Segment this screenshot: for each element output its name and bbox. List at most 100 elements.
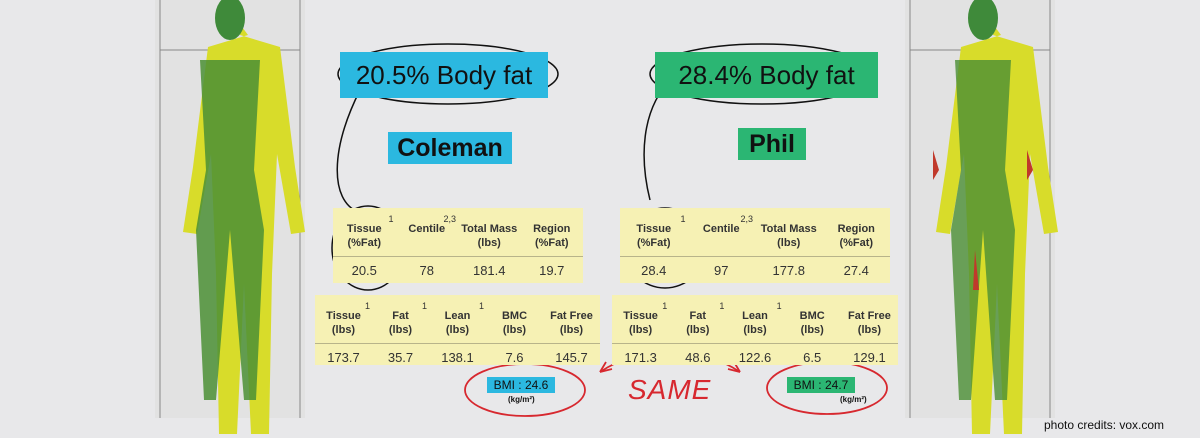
header-line: Total Mass: [760, 223, 817, 235]
header-line: Lean: [444, 310, 471, 322]
footnote: 1: [478, 301, 484, 311]
headline: 20.5% Body fat: [340, 52, 548, 98]
cell: 145.7: [555, 350, 588, 365]
header-line: (%Fat): [347, 237, 382, 249]
cell: 138.1: [441, 350, 474, 365]
header-line: (lbs): [743, 324, 767, 336]
header-line: BMC: [799, 310, 825, 322]
table-header: Tissue (%Fat) 1 Centile 2,3 Total Mass (lbs) Re…: [333, 208, 583, 250]
bmi: BMI : 24.6: [487, 377, 555, 393]
footnote: 2,3: [740, 214, 753, 224]
header-line: (lbs): [445, 324, 470, 336]
cell: 7.6: [505, 350, 524, 365]
header-cell: Tissue (lbs) 1: [612, 301, 669, 337]
header-line: Total Mass: [461, 223, 518, 235]
cell: 6.5: [803, 350, 822, 365]
cell: 177.8: [772, 263, 806, 278]
header-line: (lbs): [686, 324, 710, 336]
header-line: (lbs): [502, 324, 527, 336]
table-row: 28.4 97 177.8 27.4: [620, 256, 890, 278]
table-header: Tissue (lbs) 1 Fat (lbs) 1 Lean (lbs) 1 BMC (lbs) F…: [612, 295, 898, 337]
header-cell: Centile 2,3: [688, 214, 756, 250]
credit: photo credits: vox.com: [1044, 418, 1165, 432]
bmi-unit: (kg/m²): [840, 395, 867, 404]
header-line: Tissue: [623, 310, 658, 322]
cell: 20.5: [351, 263, 377, 278]
footnote: 1: [388, 214, 394, 224]
footnote: 2,3: [443, 214, 456, 224]
header-line: (%Fat): [534, 237, 569, 249]
header-line: (lbs): [800, 324, 824, 336]
header-line: (%Fat): [636, 237, 671, 249]
header-line: Centile: [702, 223, 740, 235]
header-line: Region: [837, 223, 875, 235]
header-line: (lbs): [857, 324, 882, 336]
cell: 129.1: [853, 350, 886, 365]
header-cell: Fat Free (lbs): [543, 309, 600, 337]
footnote: 1: [776, 301, 782, 311]
header-line: (lbs): [559, 324, 584, 336]
same-label: SAME: [628, 374, 712, 405]
header-cell: Tissue (%Fat) 1: [620, 214, 688, 250]
header-line: Fat Free: [848, 310, 891, 322]
header-line: BMC: [501, 310, 528, 322]
circle: [337, 43, 559, 105]
arrow-head: [599, 361, 741, 373]
header-line: Lean: [742, 310, 768, 322]
footnote: 1: [662, 301, 668, 311]
bmi: BMI : 24.7: [787, 377, 855, 393]
footnote: 1: [364, 301, 370, 311]
table-row: 171.3 48.6 122.6 6.5 129.1: [612, 343, 898, 365]
header-line: (%Fat): [839, 237, 874, 249]
cell: 78: [419, 263, 434, 278]
header-line: Centile: [408, 223, 446, 235]
cell: 97: [714, 263, 729, 278]
header-line: (lbs): [331, 324, 356, 336]
header-cell: Lean (lbs) 1: [429, 301, 486, 337]
header-line: Tissue: [346, 223, 382, 235]
cell: 35.7: [387, 350, 414, 365]
header-cell: Fat (lbs) 1: [372, 301, 429, 337]
header-cell: Total Mass (lbs): [755, 222, 823, 250]
header-cell: Fat (lbs) 1: [669, 301, 726, 337]
table-row: 173.7 35.7 138.1 7.6 145.7: [315, 343, 600, 365]
footnote: 1: [421, 301, 427, 311]
header-line: Tissue: [326, 310, 361, 322]
header-line: Fat: [689, 310, 707, 322]
header-line: Fat Free: [550, 310, 593, 322]
cell: 181.4: [472, 263, 506, 278]
data-table: Tissue (%Fat) 1 Centile 2,3 Total Mass (lbs) Re…: [620, 208, 890, 283]
header-line: Fat: [392, 310, 409, 322]
name-label: Coleman: [388, 132, 512, 164]
header-cell: Region (%Fat): [823, 222, 891, 250]
body-scan: [183, 0, 305, 434]
header-line: (lbs): [628, 324, 653, 336]
table-header: Tissue (lbs) 1 Fat (lbs) 1 Lean (lbs) 1 BMC (lbs) F…: [315, 295, 600, 337]
header-cell: Total Mass (lbs): [458, 222, 521, 250]
header-cell: Tissue (%Fat) 1: [333, 214, 396, 250]
cell: 122.6: [738, 350, 772, 365]
header-line: (lbs): [777, 237, 801, 249]
cell: 171.3: [624, 350, 657, 365]
data-table: Tissue (lbs) 1 Fat (lbs) 1 Lean (lbs) 1 BMC (lbs) F…: [612, 295, 898, 365]
header-cell: Centile 2,3: [396, 214, 459, 250]
footnote: 1: [719, 301, 725, 311]
connector: [336, 89, 361, 213]
data-table: Tissue (lbs) 1 Fat (lbs) 1 Lean (lbs) 1 BMC (lbs) F…: [315, 295, 600, 365]
footnote: 1: [680, 214, 686, 224]
table-header: Tissue (%Fat) 1 Centile 2,3 Total Mass (lbs) Re…: [620, 208, 890, 250]
header-cell: Lean (lbs) 1: [726, 301, 783, 337]
data-table: Tissue (%Fat) 1 Centile 2,3 Total Mass (lbs) Re…: [333, 208, 583, 283]
header-cell: BMC (lbs): [486, 309, 543, 337]
header-cell: Fat Free (lbs): [841, 309, 898, 337]
header-line: (lbs): [388, 324, 413, 336]
cell: 48.6: [685, 350, 711, 365]
bmi-unit: (kg/m²): [508, 395, 535, 404]
headline: 28.4% Body fat: [655, 52, 878, 98]
body-scan: [933, 0, 1058, 434]
header-cell: BMC (lbs): [784, 309, 841, 337]
header-line: Region: [533, 223, 571, 235]
header-line: (lbs): [477, 237, 501, 249]
